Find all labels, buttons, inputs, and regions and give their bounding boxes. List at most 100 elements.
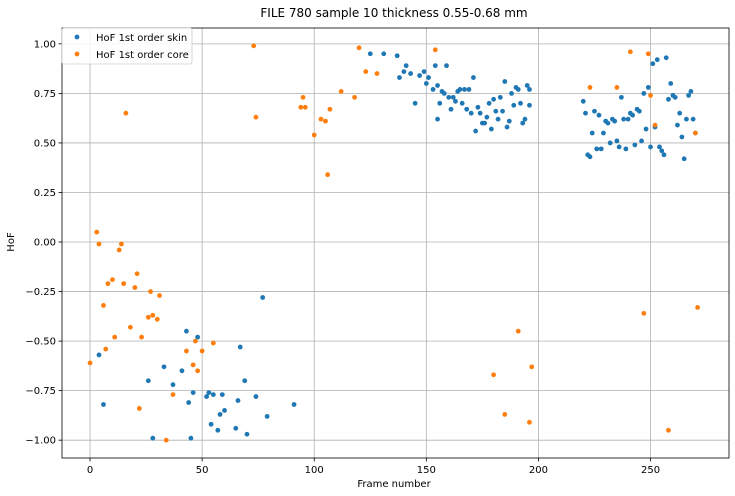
data-point: [110, 277, 115, 283]
data-point: [484, 114, 490, 120]
legend: HoF 1st order skin HoF 1st order core: [61, 27, 193, 65]
data-point: [356, 45, 362, 51]
data-point: [520, 120, 526, 126]
data-point: [464, 106, 470, 112]
data-point: [652, 122, 658, 128]
y-tick-label: 0.50: [34, 138, 56, 149]
data-point: [630, 112, 635, 118]
data-point: [580, 98, 586, 104]
data-point: [614, 85, 620, 90]
data-point: [210, 340, 216, 346]
data-point: [645, 85, 651, 90]
data-point: [184, 328, 189, 334]
data-point: [675, 122, 680, 128]
data-point: [453, 98, 458, 104]
plot-area: 0 50 100 150 200 250 −1.00 −0.75 −0.50 −0.25 0.00…: [25, 27, 730, 476]
data-point: [690, 116, 696, 122]
data-point: [397, 75, 402, 80]
x-axis-label: Frame number: [357, 479, 431, 490]
data-point: [641, 310, 647, 316]
data-point: [381, 51, 387, 57]
data-point: [139, 334, 144, 340]
data-point: [666, 96, 671, 102]
data-point: [663, 55, 669, 61]
data-point: [502, 79, 508, 84]
data-point: [632, 142, 638, 148]
data-point: [112, 334, 118, 340]
y-tick-label: −0.50: [25, 337, 56, 348]
data-point: [627, 49, 633, 55]
data-point: [583, 110, 588, 116]
x-tick-label: 50: [196, 465, 209, 476]
x-tick-label: 100: [305, 465, 324, 476]
data-point: [401, 69, 407, 74]
data-point: [695, 305, 701, 310]
y-tick-label: 0.75: [34, 89, 56, 100]
data-point: [210, 392, 216, 397]
legend-label-core: HoF 1st order core: [96, 50, 189, 61]
data-point: [515, 328, 521, 334]
data-point: [661, 152, 667, 158]
data-point: [150, 312, 156, 318]
data-point: [432, 47, 438, 53]
y-axis-label: HoF: [6, 232, 17, 252]
data-point: [601, 130, 606, 136]
data-point: [103, 346, 109, 352]
data-point: [208, 421, 214, 427]
y-tick-label: −0.75: [25, 386, 56, 397]
data-point: [96, 352, 102, 358]
data-point: [666, 427, 671, 433]
data-point: [206, 390, 212, 396]
data-point: [466, 87, 472, 92]
data-point: [475, 104, 481, 110]
data-point: [136, 406, 142, 411]
data-point: [148, 289, 153, 294]
data-point: [367, 51, 373, 57]
data-point: [412, 100, 418, 106]
data-point: [430, 87, 436, 92]
data-point: [515, 87, 521, 92]
legend-box: [61, 27, 193, 65]
data-point: [616, 144, 622, 150]
data-point: [145, 378, 151, 384]
data-point: [291, 402, 297, 407]
data-point: [253, 114, 259, 120]
data-point: [677, 110, 683, 116]
data-point: [121, 281, 127, 287]
data-point: [639, 138, 644, 144]
data-point: [417, 73, 423, 78]
data-point: [657, 144, 662, 150]
data-point: [506, 118, 512, 124]
data-point: [101, 303, 106, 308]
chart-title: FILE 780 sample 10 thickness 0.55-0.68 m…: [260, 6, 527, 20]
data-point: [264, 413, 270, 419]
legend-marker-skin: [74, 34, 80, 40]
data-point: [116, 247, 122, 253]
data-point: [374, 71, 380, 76]
data-point: [625, 116, 631, 122]
data-point: [527, 419, 532, 425]
y-tick-label: 0.00: [34, 238, 56, 249]
series-core: [87, 43, 701, 443]
data-point: [222, 408, 227, 413]
y-tick-label: 1.00: [34, 39, 56, 50]
data-point: [450, 94, 456, 100]
data-point: [408, 71, 414, 76]
data-point: [473, 128, 479, 134]
data-point: [614, 138, 620, 144]
data-point: [641, 90, 647, 96]
data-point: [462, 87, 467, 92]
data-point: [437, 100, 443, 106]
data-point: [587, 154, 593, 160]
data-point: [105, 281, 111, 287]
data-point: [522, 116, 528, 122]
data-point: [592, 108, 597, 114]
data-point: [157, 293, 162, 298]
data-point: [123, 110, 129, 116]
data-point: [493, 108, 499, 114]
data-point: [636, 108, 642, 114]
data-point: [101, 402, 106, 407]
data-point: [650, 61, 656, 67]
data-point: [594, 146, 600, 152]
